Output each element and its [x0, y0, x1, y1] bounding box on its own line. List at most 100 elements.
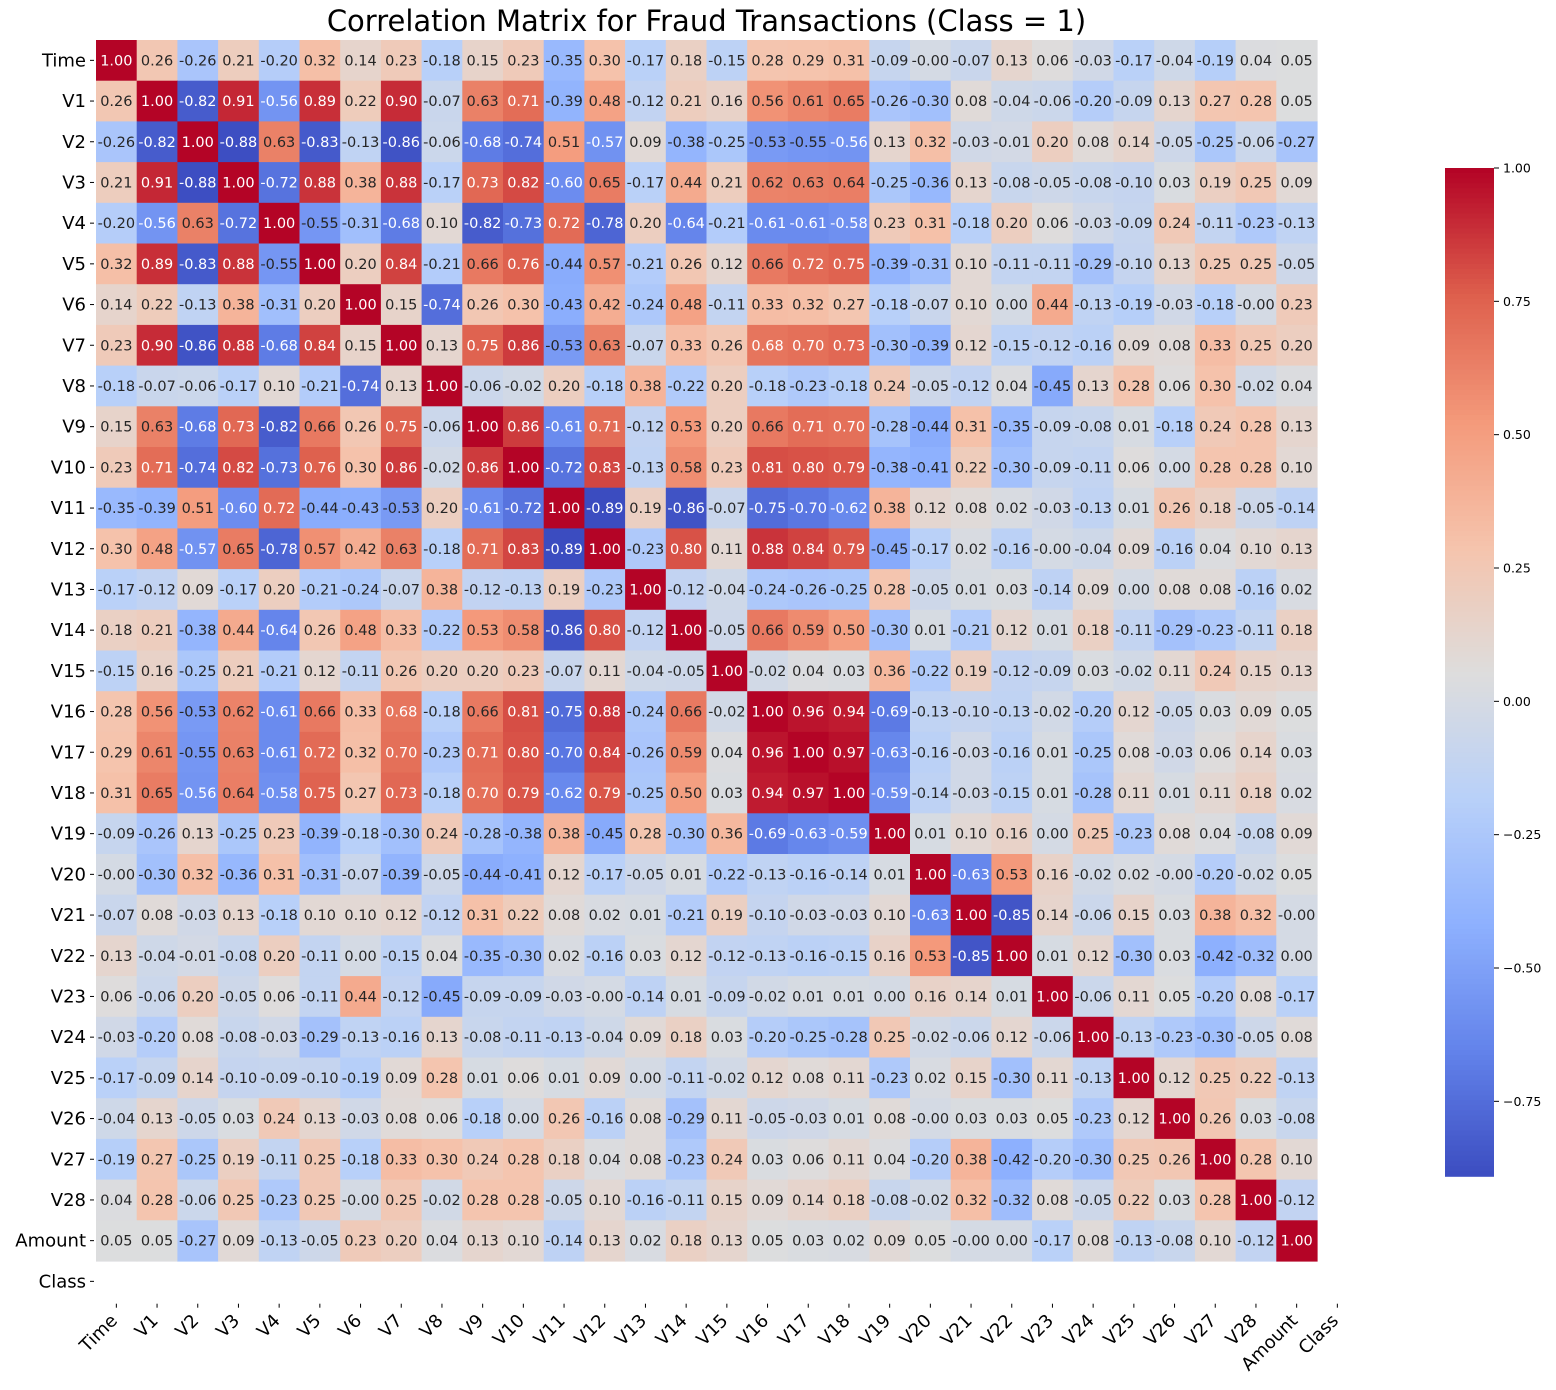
heatmap-cell — [96, 406, 138, 448]
heatmap-cell — [299, 80, 341, 122]
heatmap-cell — [706, 162, 748, 204]
cell-value-label: -0.43 — [545, 298, 583, 314]
cell-value-label: -0.25 — [1196, 135, 1234, 151]
heatmap-cell — [747, 894, 789, 936]
heatmap-cell — [910, 243, 952, 285]
heatmap-cell — [910, 569, 952, 611]
y-tick-label: V6 — [62, 295, 86, 316]
heatmap-cell — [136, 1220, 178, 1262]
cell-value-label: -0.18 — [464, 1112, 502, 1128]
heatmap-cell — [340, 569, 382, 611]
heatmap-cell — [787, 813, 830, 855]
colorbar-segment — [1445, 540, 1494, 547]
heatmap-cell — [96, 609, 138, 652]
heatmap-cell — [991, 1138, 1033, 1181]
heatmap-cell — [1235, 284, 1277, 326]
cell-value-label: 0.25 — [304, 1152, 336, 1168]
heatmap-cell — [747, 1220, 789, 1262]
colorbar-segment — [1445, 334, 1494, 341]
cell-value-label: 0.63 — [263, 135, 295, 151]
heatmap-cell — [706, 447, 748, 489]
cell-value-label: -0.17 — [220, 379, 258, 395]
heatmap-cell — [869, 1138, 911, 1181]
heatmap-cell — [1194, 731, 1237, 774]
colorbar-segment — [1445, 798, 1494, 804]
cell-value-label: 0.00 — [874, 989, 906, 1005]
cell-value-label: 0.25 — [874, 1030, 906, 1046]
heatmap-cell — [584, 80, 626, 122]
cell-value-label: -0.10 — [1115, 257, 1153, 273]
cell-value-label: 0.70 — [385, 745, 417, 761]
cell-value-label: -0.56 — [138, 216, 176, 232]
cell-value-label: 0.08 — [1118, 745, 1150, 761]
heatmap-cell — [218, 324, 260, 367]
cell-value-label: -0.14 — [912, 786, 950, 802]
heatmap-cell — [136, 854, 178, 896]
heatmap-cell — [991, 609, 1033, 652]
cell-value-label: 0.22 — [141, 298, 173, 314]
heatmap-cell — [136, 1057, 178, 1099]
cell-value-label: 0.82 — [507, 175, 539, 191]
heatmap-cell — [1235, 894, 1277, 936]
cell-value-label: 0.28 — [426, 1071, 458, 1087]
cell-value-label: -0.05 — [301, 1234, 339, 1250]
heatmap-cell — [340, 365, 382, 407]
heatmap-cell — [950, 202, 992, 245]
heatmap-cell — [1032, 365, 1074, 407]
cell-value-label: 0.31 — [914, 216, 946, 232]
colorbar-segment — [1445, 868, 1494, 875]
cell-value-label: -0.53 — [179, 705, 217, 721]
cell-value-label: 0.13 — [711, 1234, 743, 1250]
colorbar-segment — [1445, 455, 1494, 462]
cell-value-label: -0.11 — [1115, 623, 1153, 639]
heatmap-cell — [828, 528, 870, 570]
colorbar-segment — [1445, 1125, 1494, 1132]
colorbar-segment — [1445, 903, 1494, 910]
heatmap-cell — [584, 650, 626, 692]
cell-value-label: -0.60 — [220, 501, 258, 517]
cell-value-label: 0.27 — [1199, 94, 1231, 110]
cell-value-label: 0.09 — [222, 1234, 254, 1250]
cell-value-label: -0.27 — [179, 1234, 217, 1250]
cell-value-label: -0.11 — [708, 298, 746, 314]
cell-value-label: -0.14 — [830, 867, 868, 883]
cell-value-label: 0.03 — [751, 1152, 783, 1168]
cell-value-label: 0.38 — [222, 298, 254, 314]
cell-value-label: 1.00 — [589, 542, 621, 558]
heatmap-cell — [299, 324, 341, 367]
cell-value-label: -0.22 — [667, 379, 705, 395]
cell-value-label: 0.26 — [304, 623, 336, 639]
cell-value-label: -0.39 — [138, 501, 176, 517]
colorbar-segment — [1445, 626, 1494, 633]
cell-value-label: -0.05 — [912, 379, 950, 395]
cell-value-label: -0.61 — [749, 216, 787, 232]
heatmap-cell — [299, 528, 341, 570]
cell-value-label: 0.01 — [792, 989, 824, 1005]
heatmap-cell — [543, 813, 585, 855]
cell-value-label: 0.63 — [385, 542, 417, 558]
cell-value-label: 0.13 — [1158, 94, 1190, 110]
heatmap-cell — [1276, 365, 1318, 407]
cell-value-label: 0.32 — [1240, 908, 1272, 924]
heatmap-cell — [340, 976, 382, 1018]
cell-value-label: 0.10 — [507, 1234, 539, 1250]
heatmap-cell — [1154, 1138, 1196, 1181]
heatmap-cell — [1154, 854, 1196, 896]
heatmap-cell — [543, 202, 585, 245]
colorbar-segment — [1445, 616, 1494, 623]
heatmap-cell — [1113, 1098, 1155, 1140]
heatmap-cell — [706, 609, 748, 652]
cell-value-label: 0.12 — [996, 1030, 1028, 1046]
cell-value-label: -0.83 — [301, 135, 339, 151]
cell-value-label: 0.13 — [467, 1234, 499, 1250]
cell-value-label: 0.28 — [100, 705, 132, 721]
heatmap-cell — [340, 1179, 382, 1221]
heatmap-cell — [136, 1179, 178, 1221]
heatmap-cell — [543, 243, 585, 285]
heatmap-cell — [1276, 1098, 1318, 1140]
heatmap-cell — [1113, 1138, 1155, 1181]
x-tick-label: V20 — [896, 1310, 936, 1350]
heatmap-cell — [910, 1098, 952, 1140]
cell-value-label: -0.08 — [464, 1030, 502, 1046]
heatmap-cell — [380, 609, 423, 652]
